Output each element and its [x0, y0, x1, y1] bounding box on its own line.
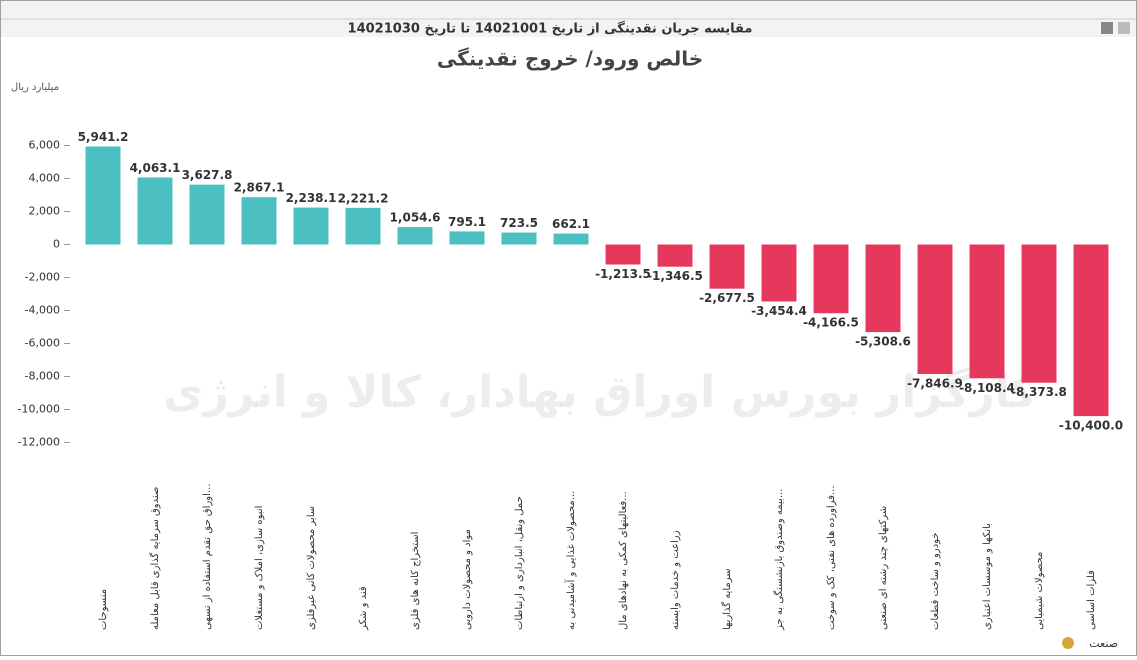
bar [1021, 244, 1057, 383]
y-tick-label: -2,000 [25, 271, 60, 284]
x-tick-label: محصولات شیمیایی [1034, 552, 1045, 630]
y-axis-label: میلیارد ریال [11, 82, 59, 93]
watermark: کارگزار بورس اوراق بهادار، کالا و انرژی [163, 366, 1037, 418]
x-tick-label: منسوجات [98, 589, 109, 630]
value-label: 2,867.1 [234, 181, 285, 195]
bar [761, 244, 797, 302]
value-label: -2,677.5 [699, 291, 755, 305]
y-tick-label: 0 [53, 238, 60, 251]
bar [553, 233, 589, 245]
value-label: 662.1 [552, 217, 590, 231]
value-label: -8,373.8 [1011, 385, 1067, 399]
x-tick-label: فراورده های نفتی، کک و سوخت... [826, 485, 837, 630]
value-label: 795.1 [448, 215, 486, 229]
x-tick-label: شرکتهای چند رشته ای صنعتی [878, 506, 889, 630]
x-tick-label: فعالیتهای کمکی به نهادهای مال... [618, 491, 629, 630]
x-tick-label: صندوق سرمایه گذاری قابل معامله [149, 487, 161, 630]
y-tick-label: -10,000 [18, 403, 60, 416]
bar [813, 244, 849, 314]
x-tick-label: قند و شکر [358, 586, 369, 631]
bar [137, 177, 173, 245]
x-tick-label: بانکها و موسسات اعتباری [982, 523, 993, 630]
bar [709, 244, 745, 289]
x-tick-label: استخراج کانه های فلزی [410, 532, 421, 630]
x-tick-label: سایر محصولات کانی غیرفلزی [306, 506, 317, 630]
y-tick-label: 4,000 [29, 172, 61, 185]
x-tick-label: زراعت و خدمات وابسته [670, 530, 681, 630]
value-label: 1,054.6 [390, 211, 441, 225]
value-label: -1,346.5 [647, 269, 703, 283]
chart-title: خالص ورود/ خروج نقدینگی [437, 47, 703, 71]
bar [917, 244, 953, 374]
value-label: 5,941.2 [78, 130, 129, 144]
y-tick-label: -12,000 [18, 436, 60, 449]
x-tick-label: مواد و محصولات دارویی [462, 529, 473, 630]
value-label: -4,166.5 [803, 316, 859, 330]
x-axis-label: صنعت [1089, 637, 1118, 650]
value-label: 2,238.1 [286, 191, 337, 205]
y-tick-label: 6,000 [29, 139, 61, 152]
window-title: مقایسه جریان نقدینگی از تاریخ 14021001 ت… [348, 21, 753, 37]
bar [241, 197, 277, 245]
logo-icon [1062, 637, 1074, 649]
bar [85, 146, 121, 245]
value-label: 4,063.1 [130, 161, 181, 175]
export-icon[interactable] [1118, 22, 1130, 34]
x-tick-label: حمل ونقل، انبارداری و ارتباطات [514, 496, 525, 630]
bar [969, 244, 1005, 379]
value-label: -5,308.6 [855, 335, 911, 349]
x-tick-label: بیمه وصندوق بازنشستگی به جز... [773, 489, 785, 631]
value-label: 2,221.2 [338, 191, 389, 205]
value-label: -3,454.4 [751, 304, 807, 318]
bar [1073, 244, 1109, 417]
x-tick-label: اوراق حق تقدم استفاده از تسهی... [202, 484, 213, 630]
y-tick-label: -4,000 [25, 304, 60, 317]
bar [397, 227, 433, 245]
bar [293, 207, 329, 245]
y-tick-label: -8,000 [25, 370, 60, 383]
value-label: -10,400.0 [1059, 419, 1123, 433]
value-label: 3,627.8 [182, 168, 233, 182]
value-label: -7,846.9 [907, 376, 963, 390]
x-tick-label: سرمایه گذاریها [721, 568, 733, 630]
bar [189, 184, 225, 245]
value-label: -8,108.4 [959, 381, 1015, 395]
bar [345, 207, 381, 245]
bar [605, 244, 641, 265]
x-tick-label: انبوه سازی، املاک و مستغلات [254, 506, 265, 630]
value-label: 723.5 [500, 216, 538, 230]
bar [657, 244, 693, 267]
y-tick-label: -6,000 [25, 337, 60, 350]
bar [449, 231, 485, 245]
x-tick-label: محصولات غذایی و آشامیدنی به... [564, 491, 577, 630]
value-label: -1,213.5 [595, 267, 651, 281]
y-tick-label: 2,000 [29, 205, 61, 218]
bar [501, 232, 537, 245]
print-icon[interactable] [1101, 22, 1113, 34]
x-tick-label: خودرو و ساخت قطعات [930, 532, 941, 630]
x-tick-label: فلزات اساسی [1086, 570, 1097, 630]
bar [865, 244, 901, 333]
